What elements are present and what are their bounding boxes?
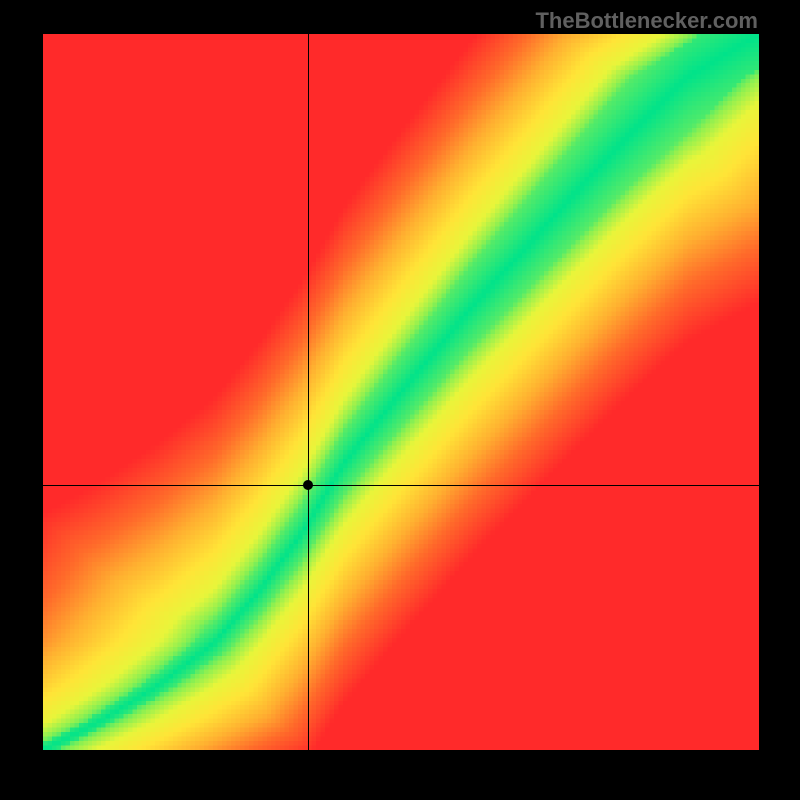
- watermark-text: TheBottlenecker.com: [535, 8, 758, 34]
- crosshair-marker: [303, 480, 313, 490]
- crosshair-vertical: [308, 34, 309, 750]
- crosshair-horizontal: [43, 485, 759, 486]
- heatmap-canvas: [43, 34, 759, 750]
- heatmap-plot: [43, 34, 759, 750]
- chart-container: TheBottlenecker.com: [0, 0, 800, 800]
